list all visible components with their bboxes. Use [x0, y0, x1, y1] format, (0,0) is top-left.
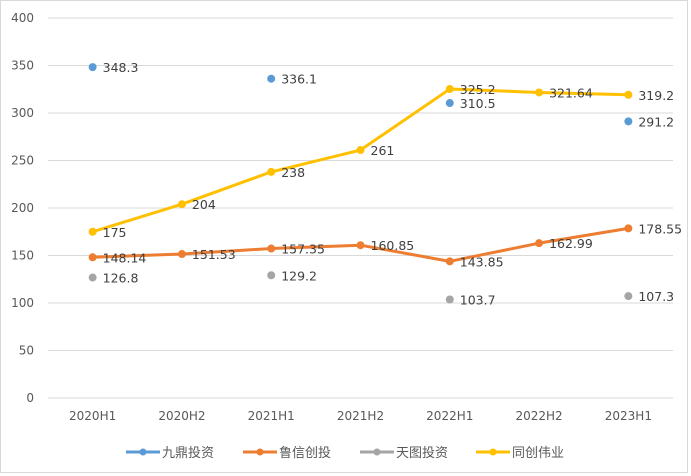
data-label: 160.85 — [371, 238, 415, 253]
data-point[interactable] — [624, 292, 633, 301]
legend-item-2[interactable]: 天图投资 — [360, 445, 448, 461]
series-group — [88, 63, 633, 304]
data-point[interactable] — [535, 88, 544, 97]
y-tick-label: 300 — [11, 106, 34, 120]
data-point[interactable] — [177, 250, 186, 259]
legend: 九鼎投资 鲁信创投 天图投资 同创伟业 — [126, 445, 564, 461]
data-point[interactable] — [88, 273, 97, 282]
data-label: 178.55 — [638, 221, 682, 236]
data-label: 148.14 — [103, 250, 147, 265]
y-tick-label: 200 — [11, 201, 34, 215]
series-3 — [88, 85, 633, 236]
y-tick-label: 150 — [11, 249, 34, 263]
y-tick-label: 50 — [19, 344, 34, 358]
data-point[interactable] — [445, 295, 454, 304]
data-point[interactable] — [267, 74, 276, 83]
legend-marker-icon — [256, 448, 264, 456]
legend-marker-icon — [373, 448, 381, 456]
y-tick-label: 400 — [11, 11, 34, 25]
x-tick-label: 2020H2 — [158, 409, 205, 423]
y-tick-label: 350 — [11, 59, 34, 73]
legend-item-3[interactable]: 同创伟业 — [476, 446, 564, 461]
x-tick-label: 2022H1 — [426, 409, 473, 423]
data-label: 321.64 — [549, 85, 593, 100]
data-label: 310.5 — [460, 96, 496, 111]
data-label: 336.1 — [281, 72, 317, 87]
data-point[interactable] — [445, 257, 454, 266]
data-label: 107.3 — [638, 289, 674, 304]
data-point[interactable] — [267, 271, 276, 280]
data-label: 157.35 — [281, 242, 325, 257]
data-point[interactable] — [624, 224, 633, 233]
data-label: 325.2 — [460, 82, 496, 97]
x-axis: 2020H1 2020H2 2021H1 2021H2 2022H1 2022H2 2023… — [69, 409, 652, 423]
x-tick-label: 2021H2 — [337, 409, 384, 423]
data-point[interactable] — [535, 239, 544, 248]
legend-label: 鲁信创投 — [279, 445, 331, 461]
legend-label: 天图投资 — [396, 445, 448, 461]
y-tick-label: 0 — [26, 391, 34, 405]
data-point[interactable] — [624, 90, 633, 99]
data-point[interactable] — [88, 63, 97, 72]
data-label: 103.7 — [460, 292, 496, 307]
data-point[interactable] — [624, 117, 633, 126]
series-0 — [88, 63, 633, 126]
series-2 — [88, 271, 633, 304]
y-axis: 0 50 100 150 200 250 300 350 400 — [11, 11, 34, 405]
y-tick-label: 250 — [11, 154, 34, 168]
data-label: 151.53 — [192, 247, 236, 262]
legend-marker-icon — [139, 448, 147, 456]
data-label: 291.2 — [638, 114, 674, 129]
data-label: 348.3 — [103, 60, 139, 75]
legend-marker-icon — [489, 448, 497, 456]
data-point[interactable] — [267, 167, 276, 176]
legend-label: 九鼎投资 — [162, 445, 214, 461]
data-point[interactable] — [356, 146, 365, 155]
data-label: 261 — [371, 143, 395, 158]
data-label: 175 — [103, 225, 127, 240]
data-label: 204 — [192, 197, 216, 212]
data-label: 162.99 — [549, 236, 593, 251]
y-tick-label: 100 — [11, 296, 34, 310]
data-point[interactable] — [267, 244, 276, 253]
data-label: 129.2 — [281, 268, 317, 283]
data-labels: 348.3 336.1 310.5 291.2 148.14 151.53 157.35 16… — [103, 60, 682, 307]
data-point[interactable] — [445, 85, 454, 94]
data-label: 319.2 — [638, 88, 674, 103]
data-point[interactable] — [88, 253, 97, 262]
x-tick-label: 2021H1 — [248, 409, 295, 423]
data-point[interactable] — [177, 200, 186, 209]
data-label: 126.8 — [103, 271, 139, 286]
data-point[interactable] — [356, 241, 365, 250]
legend-label: 同创伟业 — [512, 446, 564, 461]
gridlines — [48, 17, 673, 399]
series-1 — [88, 224, 633, 266]
data-label: 238 — [281, 165, 305, 180]
x-tick-label: 2023H1 — [605, 409, 652, 423]
x-tick-label: 2022H2 — [515, 409, 562, 423]
legend-item-0[interactable]: 九鼎投资 — [126, 445, 214, 461]
x-tick-label: 2020H1 — [69, 409, 116, 423]
data-point[interactable] — [88, 227, 97, 236]
data-point[interactable] — [445, 99, 454, 108]
data-label: 143.85 — [460, 254, 504, 269]
legend-item-1[interactable]: 鲁信创投 — [243, 445, 331, 461]
